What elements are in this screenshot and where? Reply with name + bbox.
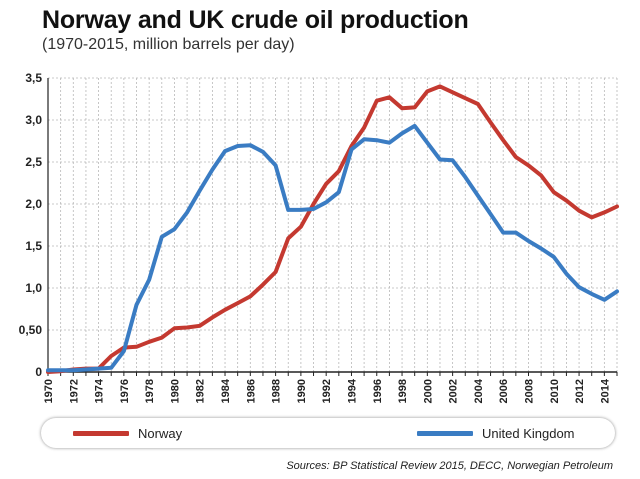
x-tick-label: 1988	[271, 379, 283, 403]
y-tick-label: 1,5	[25, 239, 42, 253]
x-tick-label: 2014	[599, 378, 611, 403]
x-tick-label: 1970	[43, 379, 55, 403]
y-tick-label: 2,5	[25, 155, 42, 169]
x-tick-label: 1974	[94, 378, 106, 403]
y-tick-label: 2,0	[25, 197, 42, 211]
x-tick-label: 1984	[220, 378, 232, 403]
x-tick-label: 1990	[296, 379, 308, 403]
x-tick-label: 2002	[448, 379, 460, 403]
legend-item-norway: Norway	[73, 425, 182, 441]
chart-subtitle: (1970-2015, million barrels per day)	[42, 36, 295, 53]
legend-swatch-norway	[73, 430, 129, 436]
x-tick-label: 2012	[574, 379, 586, 403]
x-tick-label: 2000	[422, 379, 434, 403]
x-tick-label: 1976	[119, 379, 131, 403]
x-tick-label: 1994	[346, 378, 358, 403]
x-tick-label: 1982	[195, 379, 207, 403]
chart-legend: Norway United Kingdom	[41, 418, 615, 448]
x-tick-label: 1996	[372, 379, 384, 403]
y-tick-label: 0,50	[19, 323, 43, 337]
x-tick-label: 1992	[321, 379, 333, 403]
x-tick-label: 1978	[144, 379, 156, 403]
x-tick-label: 1980	[169, 379, 181, 403]
x-tick-label: 1972	[68, 379, 80, 403]
y-tick-label: 3,0	[25, 113, 42, 127]
x-tick-label: 2006	[498, 379, 510, 403]
x-tick-label: 1986	[245, 379, 257, 403]
series-line-norway	[46, 84, 619, 374]
x-tick-label: 2004	[473, 378, 485, 403]
line-chart: 0 0,50 1,0 1,5 2,0 2,5 3,0 3,5 1970 1972 1974 1976 1…	[19, 71, 619, 403]
chart-title: Norway and UK crude oil production	[42, 6, 469, 34]
y-tick-label: 1,0	[25, 281, 42, 295]
series-line-uk	[46, 123, 619, 373]
source-note: Sources: BP Statistical Review 2015, DEC…	[286, 460, 613, 472]
x-tick-label: 2008	[523, 379, 535, 403]
x-tick-label: 1998	[397, 379, 409, 403]
legend-label-uk: United Kingdom	[482, 425, 575, 441]
y-tick-label: 3,5	[25, 71, 42, 85]
legend-swatch-uk	[417, 430, 473, 436]
x-tick-label: 2010	[549, 379, 561, 403]
legend-item-uk: United Kingdom	[417, 425, 575, 441]
legend-label-norway: Norway	[138, 425, 183, 441]
y-tick-label: 0	[35, 365, 42, 379]
